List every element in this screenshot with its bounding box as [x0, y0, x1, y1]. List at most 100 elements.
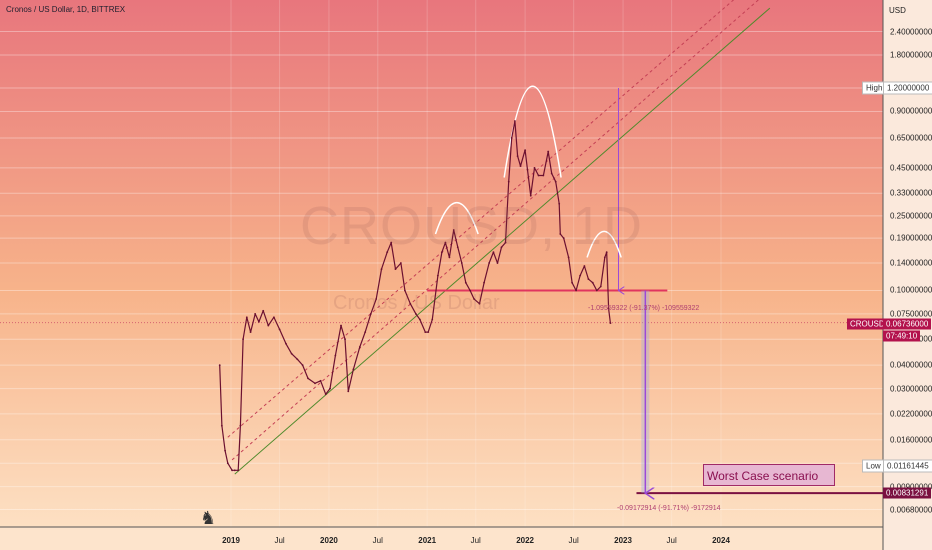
x-tick-label: Jul	[274, 536, 285, 545]
trendline-support	[234, 7, 771, 475]
price-point	[547, 150, 550, 153]
x-tick-label: 2020	[320, 536, 338, 545]
low-value-tag: 0.01161445	[883, 459, 932, 473]
price-point	[375, 298, 378, 300]
y-tick-label: 0.10000000	[890, 285, 932, 295]
price-point	[414, 313, 417, 315]
tradingview-logo: ♞	[200, 508, 217, 528]
price-point	[603, 256, 606, 259]
low-label-tag: Low	[862, 459, 885, 473]
x-tick-label: 2024	[712, 536, 730, 545]
price-point	[537, 174, 540, 177]
price-point	[483, 281, 485, 284]
price-point	[559, 233, 562, 235]
price-point	[473, 298, 476, 300]
price-point	[233, 469, 236, 472]
price-point	[314, 382, 316, 385]
x-tick-label: Jul	[372, 536, 383, 545]
price-point	[424, 331, 427, 333]
target-price-tag: 0.00831291	[883, 487, 932, 499]
price-point	[550, 172, 553, 175]
price-point	[278, 328, 281, 331]
price-point	[218, 364, 221, 367]
price-point	[500, 246, 503, 249]
price-point	[390, 241, 393, 244]
y-tick-label: 0.33000000	[890, 188, 932, 198]
name-watermark: Cronos / US Dollar	[333, 292, 500, 314]
x-tick-label: 2021	[418, 536, 437, 545]
price-point	[542, 174, 545, 177]
price-point	[469, 289, 471, 292]
price-point	[587, 278, 590, 280]
y-tick-label: 2.40000000	[890, 27, 932, 37]
price-point	[242, 338, 244, 341]
price-point	[599, 285, 602, 288]
price-point	[529, 194, 532, 197]
price-point	[319, 379, 322, 382]
price-point	[609, 322, 612, 325]
price-point	[558, 202, 561, 205]
y-tick-label: 0.04000000	[890, 360, 932, 370]
price-point	[224, 449, 226, 452]
bar-countdown-tag: 07:49:10	[883, 330, 921, 342]
x-tick-label: 2023	[614, 536, 632, 545]
channel-mid-line	[231, 0, 760, 461]
y-tick-label: 0.07500000	[890, 309, 932, 319]
x-tick-label: 2022	[516, 536, 534, 545]
pattern-arc	[434, 202, 479, 235]
price-point	[516, 155, 519, 158]
x-tick-label: Jul	[568, 536, 579, 545]
price-point	[307, 377, 309, 380]
price-point	[496, 262, 499, 264]
price-point	[296, 358, 299, 361]
price-point	[358, 346, 361, 348]
time-axis-background	[0, 527, 883, 550]
price-point	[488, 262, 491, 264]
price-point	[507, 180, 510, 183]
price-point	[504, 241, 507, 244]
price-point	[344, 338, 346, 341]
y-tick-label: 0.03000000	[890, 384, 932, 394]
price-point	[231, 469, 233, 472]
price-point	[444, 241, 447, 244]
price-point	[519, 165, 522, 168]
price-point	[220, 424, 223, 427]
y-tick-label: 0.01600000	[890, 435, 932, 445]
price-point	[285, 342, 287, 345]
price-point	[431, 318, 434, 321]
price-point	[595, 289, 598, 292]
price-point	[514, 120, 516, 122]
y-tick-label: 0.14000000	[890, 258, 932, 268]
measure-label-top: -1.09559322 (-91.37%) -109559322	[588, 305, 700, 312]
price-point	[567, 256, 570, 259]
price-point	[249, 331, 252, 333]
price-point	[273, 316, 275, 319]
price-point	[364, 331, 367, 333]
price-point	[526, 168, 529, 171]
price-point	[427, 331, 430, 333]
price-point	[352, 368, 355, 371]
price-point	[562, 237, 565, 240]
price-point	[441, 251, 443, 254]
current-price-tag: 0.06736000	[883, 318, 932, 330]
price-point	[403, 289, 406, 292]
price-point	[452, 229, 455, 231]
x-tick-label: Jul	[666, 536, 677, 545]
price-point	[579, 274, 582, 277]
price-point	[245, 316, 248, 319]
symbol-watermark: CROUSD, 1D	[300, 196, 644, 256]
price-point	[239, 424, 242, 427]
y-tick-label: 0.25000000	[890, 211, 932, 221]
worst-case-annotation[interactable]: Worst Case scenario	[703, 464, 835, 486]
price-point	[419, 318, 421, 321]
price-point	[394, 268, 397, 270]
high-value-tag: 1.20000000	[883, 81, 932, 95]
price-point	[510, 137, 513, 139]
price-series-line	[219, 120, 611, 471]
price-point	[492, 251, 495, 254]
price-point	[290, 352, 293, 355]
plot-background	[0, 0, 883, 527]
x-tick-label: Jul	[470, 536, 481, 545]
price-point	[237, 469, 240, 472]
y-tick-label: 0.02200000	[890, 409, 932, 419]
